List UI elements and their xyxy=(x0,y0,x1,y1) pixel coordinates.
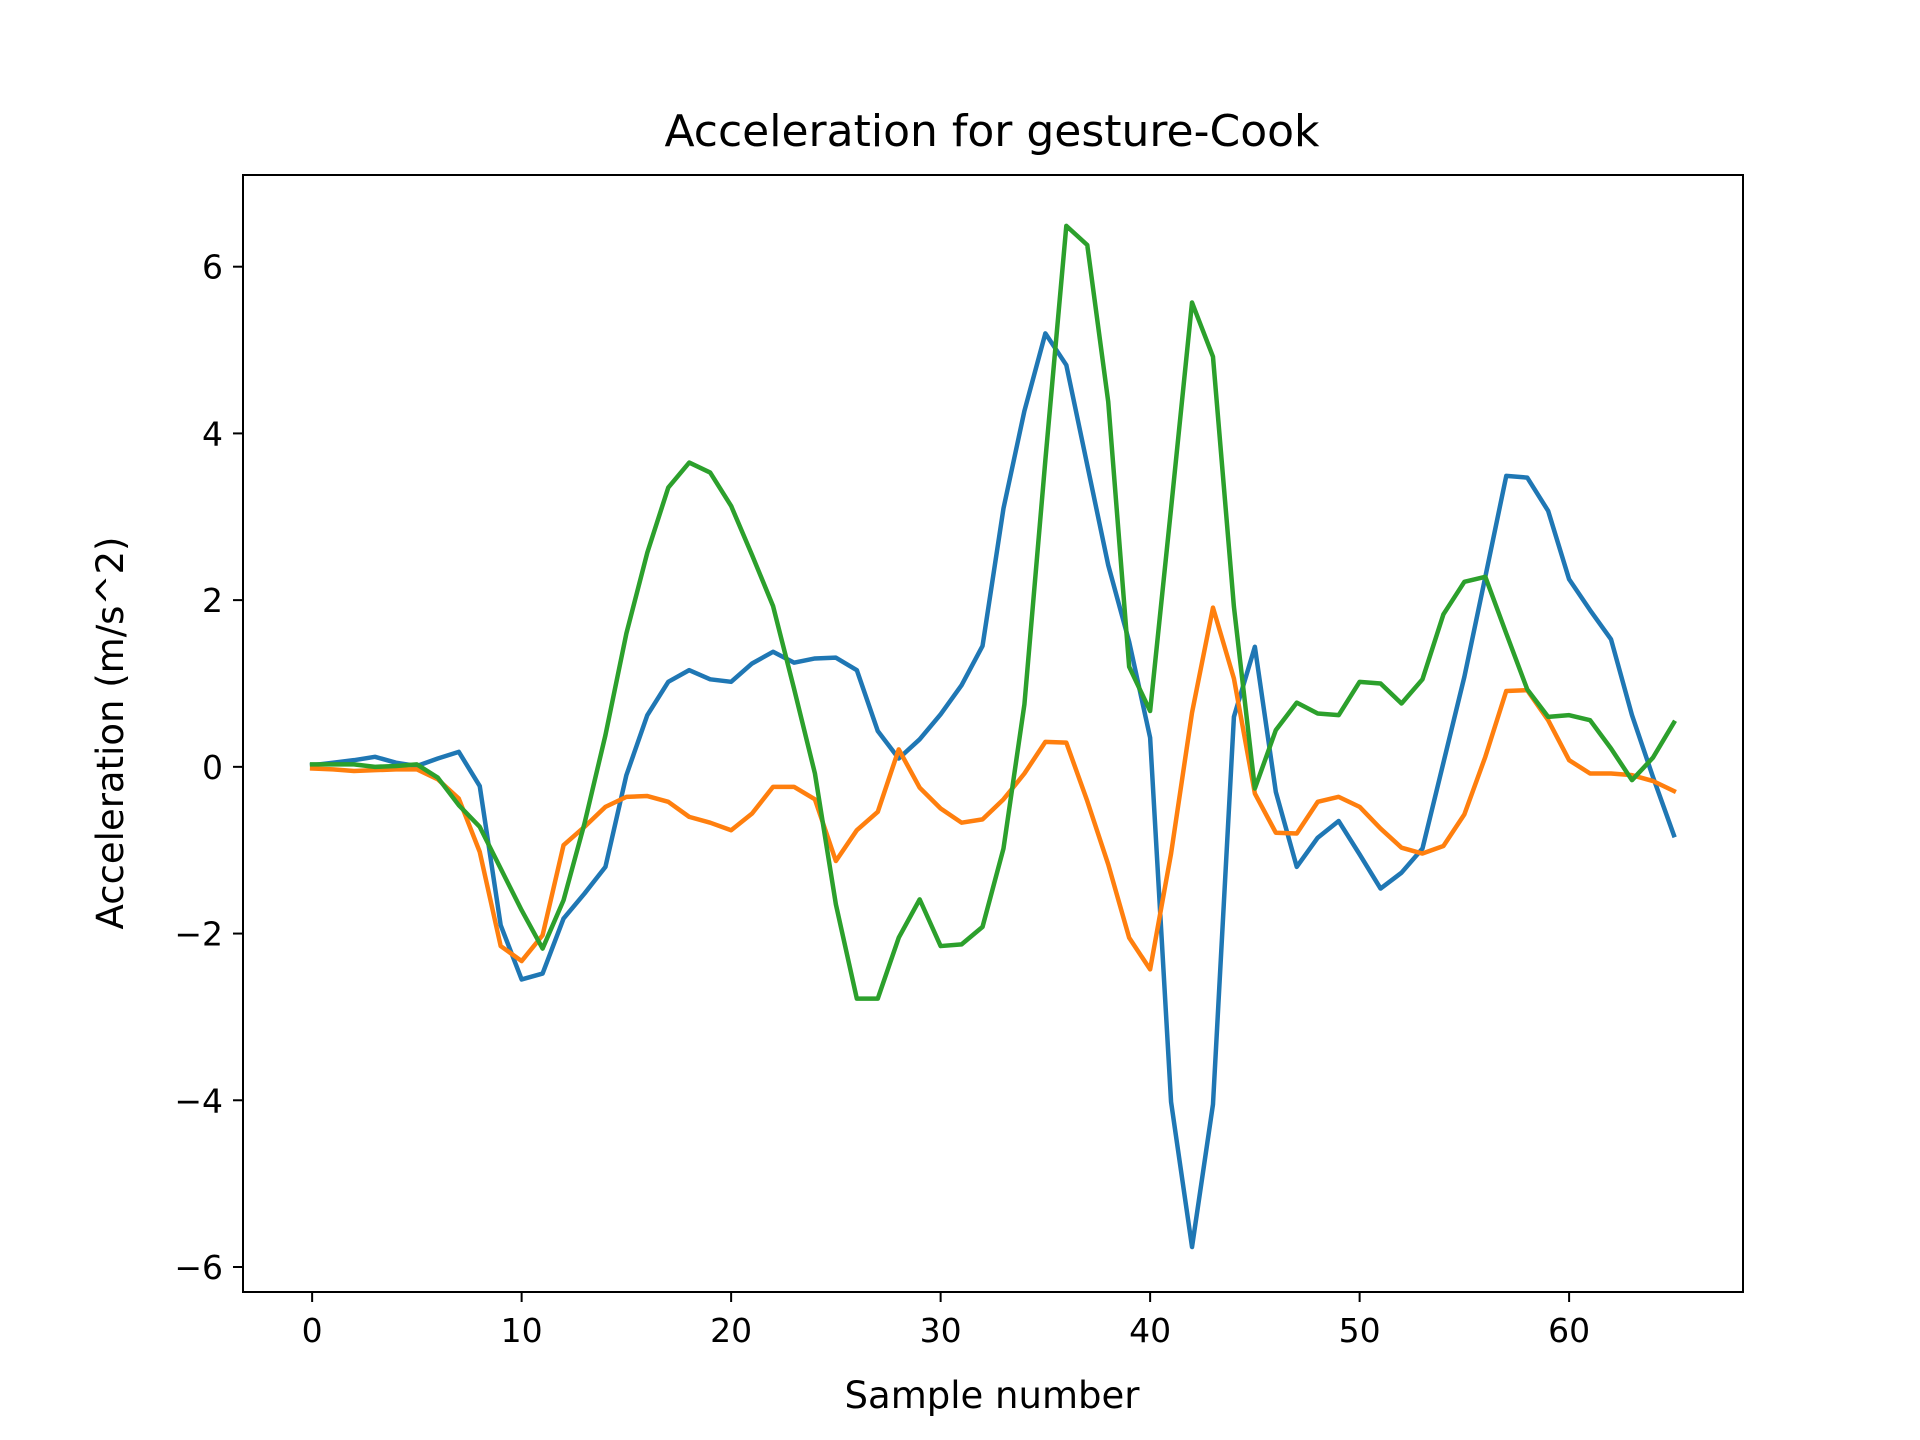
x-tick-label: 40 xyxy=(1129,1311,1171,1350)
chart-title: Acceleration for gesture-Cook xyxy=(664,106,1320,157)
y-tick-label: −4 xyxy=(174,1081,223,1120)
series-line-1 xyxy=(309,331,1677,1250)
x-tick-label: 20 xyxy=(710,1311,752,1350)
x-tick-label: 30 xyxy=(920,1311,962,1350)
x-tick-label: 0 xyxy=(302,1311,323,1350)
y-tick-label: 2 xyxy=(202,581,223,620)
y-axis-title: Acceleration (m/s^2) xyxy=(89,537,132,930)
y-tick-label: 0 xyxy=(202,748,223,787)
y-tick-label: −2 xyxy=(174,915,223,954)
x-tick-label: 60 xyxy=(1548,1311,1590,1350)
axes-frame xyxy=(242,174,1744,1293)
series-line-3 xyxy=(309,223,1677,1001)
y-tick-label: 4 xyxy=(202,414,223,453)
x-axis-title: Sample number xyxy=(845,1374,1141,1417)
plot-area xyxy=(309,223,1677,1250)
y-tick-label: −6 xyxy=(174,1248,223,1287)
y-tick-label: 6 xyxy=(202,248,223,287)
x-tick-label: 10 xyxy=(501,1311,543,1350)
x-tick-label: 50 xyxy=(1339,1311,1381,1350)
axes: 0 10 20 30 40 50 60 −6 −4 −2 0 2 4 6 xyxy=(174,248,1590,1350)
